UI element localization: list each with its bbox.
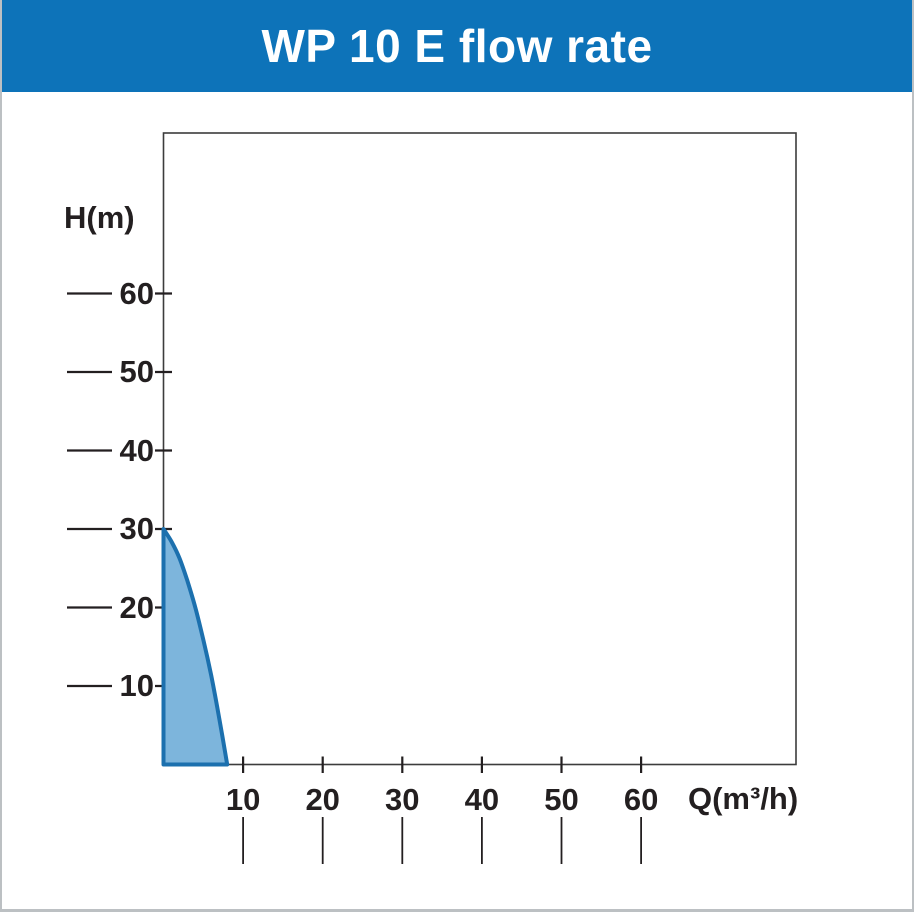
x-tick-label: 50: [544, 782, 579, 817]
x-tick-label: 30: [385, 782, 420, 817]
y-tick-label: 50: [119, 354, 154, 389]
x-axis-label: Q(m³/h): [688, 781, 799, 816]
x-tick-label: 40: [464, 782, 500, 817]
y-tick-label: 40: [119, 432, 154, 468]
y-tick-label: 10: [119, 668, 154, 703]
y-tick-label: 60: [119, 275, 154, 311]
flow-curve: [161, 527, 230, 767]
page-title: WP 10 E flow rate: [261, 20, 653, 72]
title-banner: WP 10 E flow rate: [2, 0, 912, 92]
plot-border: [162, 132, 797, 766]
y-tick-label: 30: [119, 511, 154, 546]
y-axis-label: H(m): [64, 200, 135, 235]
x-tick-label: 20: [305, 782, 340, 817]
y-tick-label: 20: [119, 589, 154, 625]
x-tick-label: 10: [225, 782, 261, 817]
x-tick-label: 60: [623, 782, 659, 817]
